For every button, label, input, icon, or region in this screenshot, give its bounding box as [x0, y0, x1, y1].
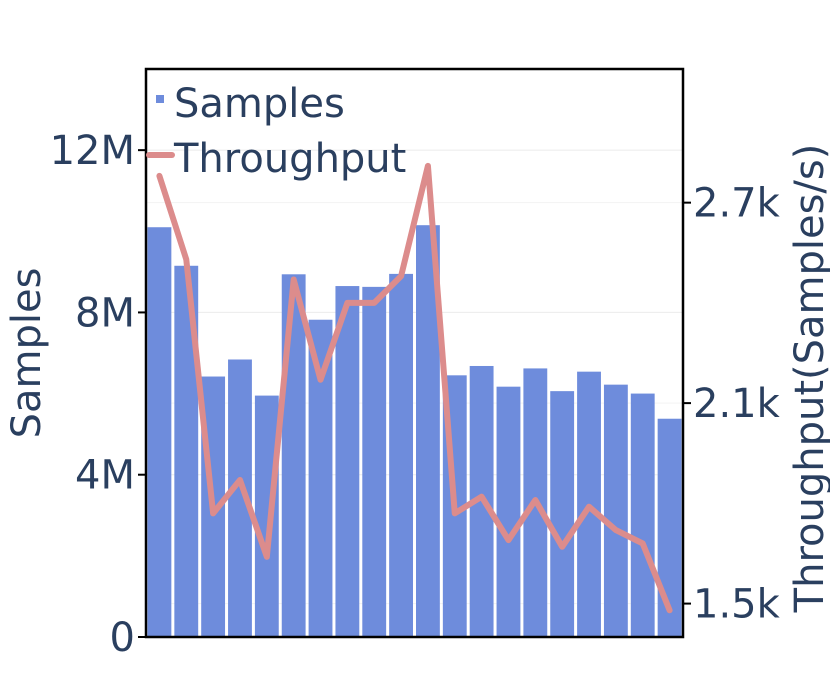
- bar: [147, 227, 172, 637]
- bar: [630, 393, 655, 637]
- bar: [228, 359, 252, 637]
- right-axis-ticks: 1.5k 2.1k 2.7k: [683, 181, 781, 628]
- bar: [603, 384, 628, 637]
- left-tick-label: 8M: [75, 290, 135, 336]
- bar: [416, 225, 440, 637]
- bar: [254, 395, 279, 637]
- left-tick-label: 4M: [75, 453, 135, 499]
- left-tick-label: 12M: [50, 128, 135, 174]
- bar: [308, 319, 333, 637]
- left-tick-label: 0: [110, 615, 135, 661]
- right-tick-label: 1.5k: [693, 582, 781, 628]
- bar: [174, 265, 199, 637]
- right-tick-label: 2.1k: [693, 381, 781, 427]
- legend-label-samples: Samples: [174, 81, 345, 127]
- bar-series-samples: [147, 225, 682, 637]
- legend: Samples Throughput: [146, 81, 406, 182]
- bar: [281, 274, 306, 637]
- bar: [496, 386, 521, 637]
- bar: [657, 418, 682, 637]
- bar: [335, 286, 360, 637]
- line-series-throughput: [156, 162, 673, 614]
- left-axis-title: Samples: [4, 268, 50, 439]
- legend-swatch-samples: [156, 95, 164, 103]
- legend-label-throughput: Throughput: [173, 136, 406, 182]
- right-axis-title: Throughput(Samples/s): [787, 144, 830, 614]
- plot-frame: [144, 67, 685, 639]
- bar: [389, 273, 413, 637]
- right-tick-label: 2.7k: [693, 181, 781, 227]
- left-axis-ticks: 0 4M 8M 12M: [50, 128, 146, 661]
- bar: [362, 286, 387, 637]
- bar: [550, 391, 575, 637]
